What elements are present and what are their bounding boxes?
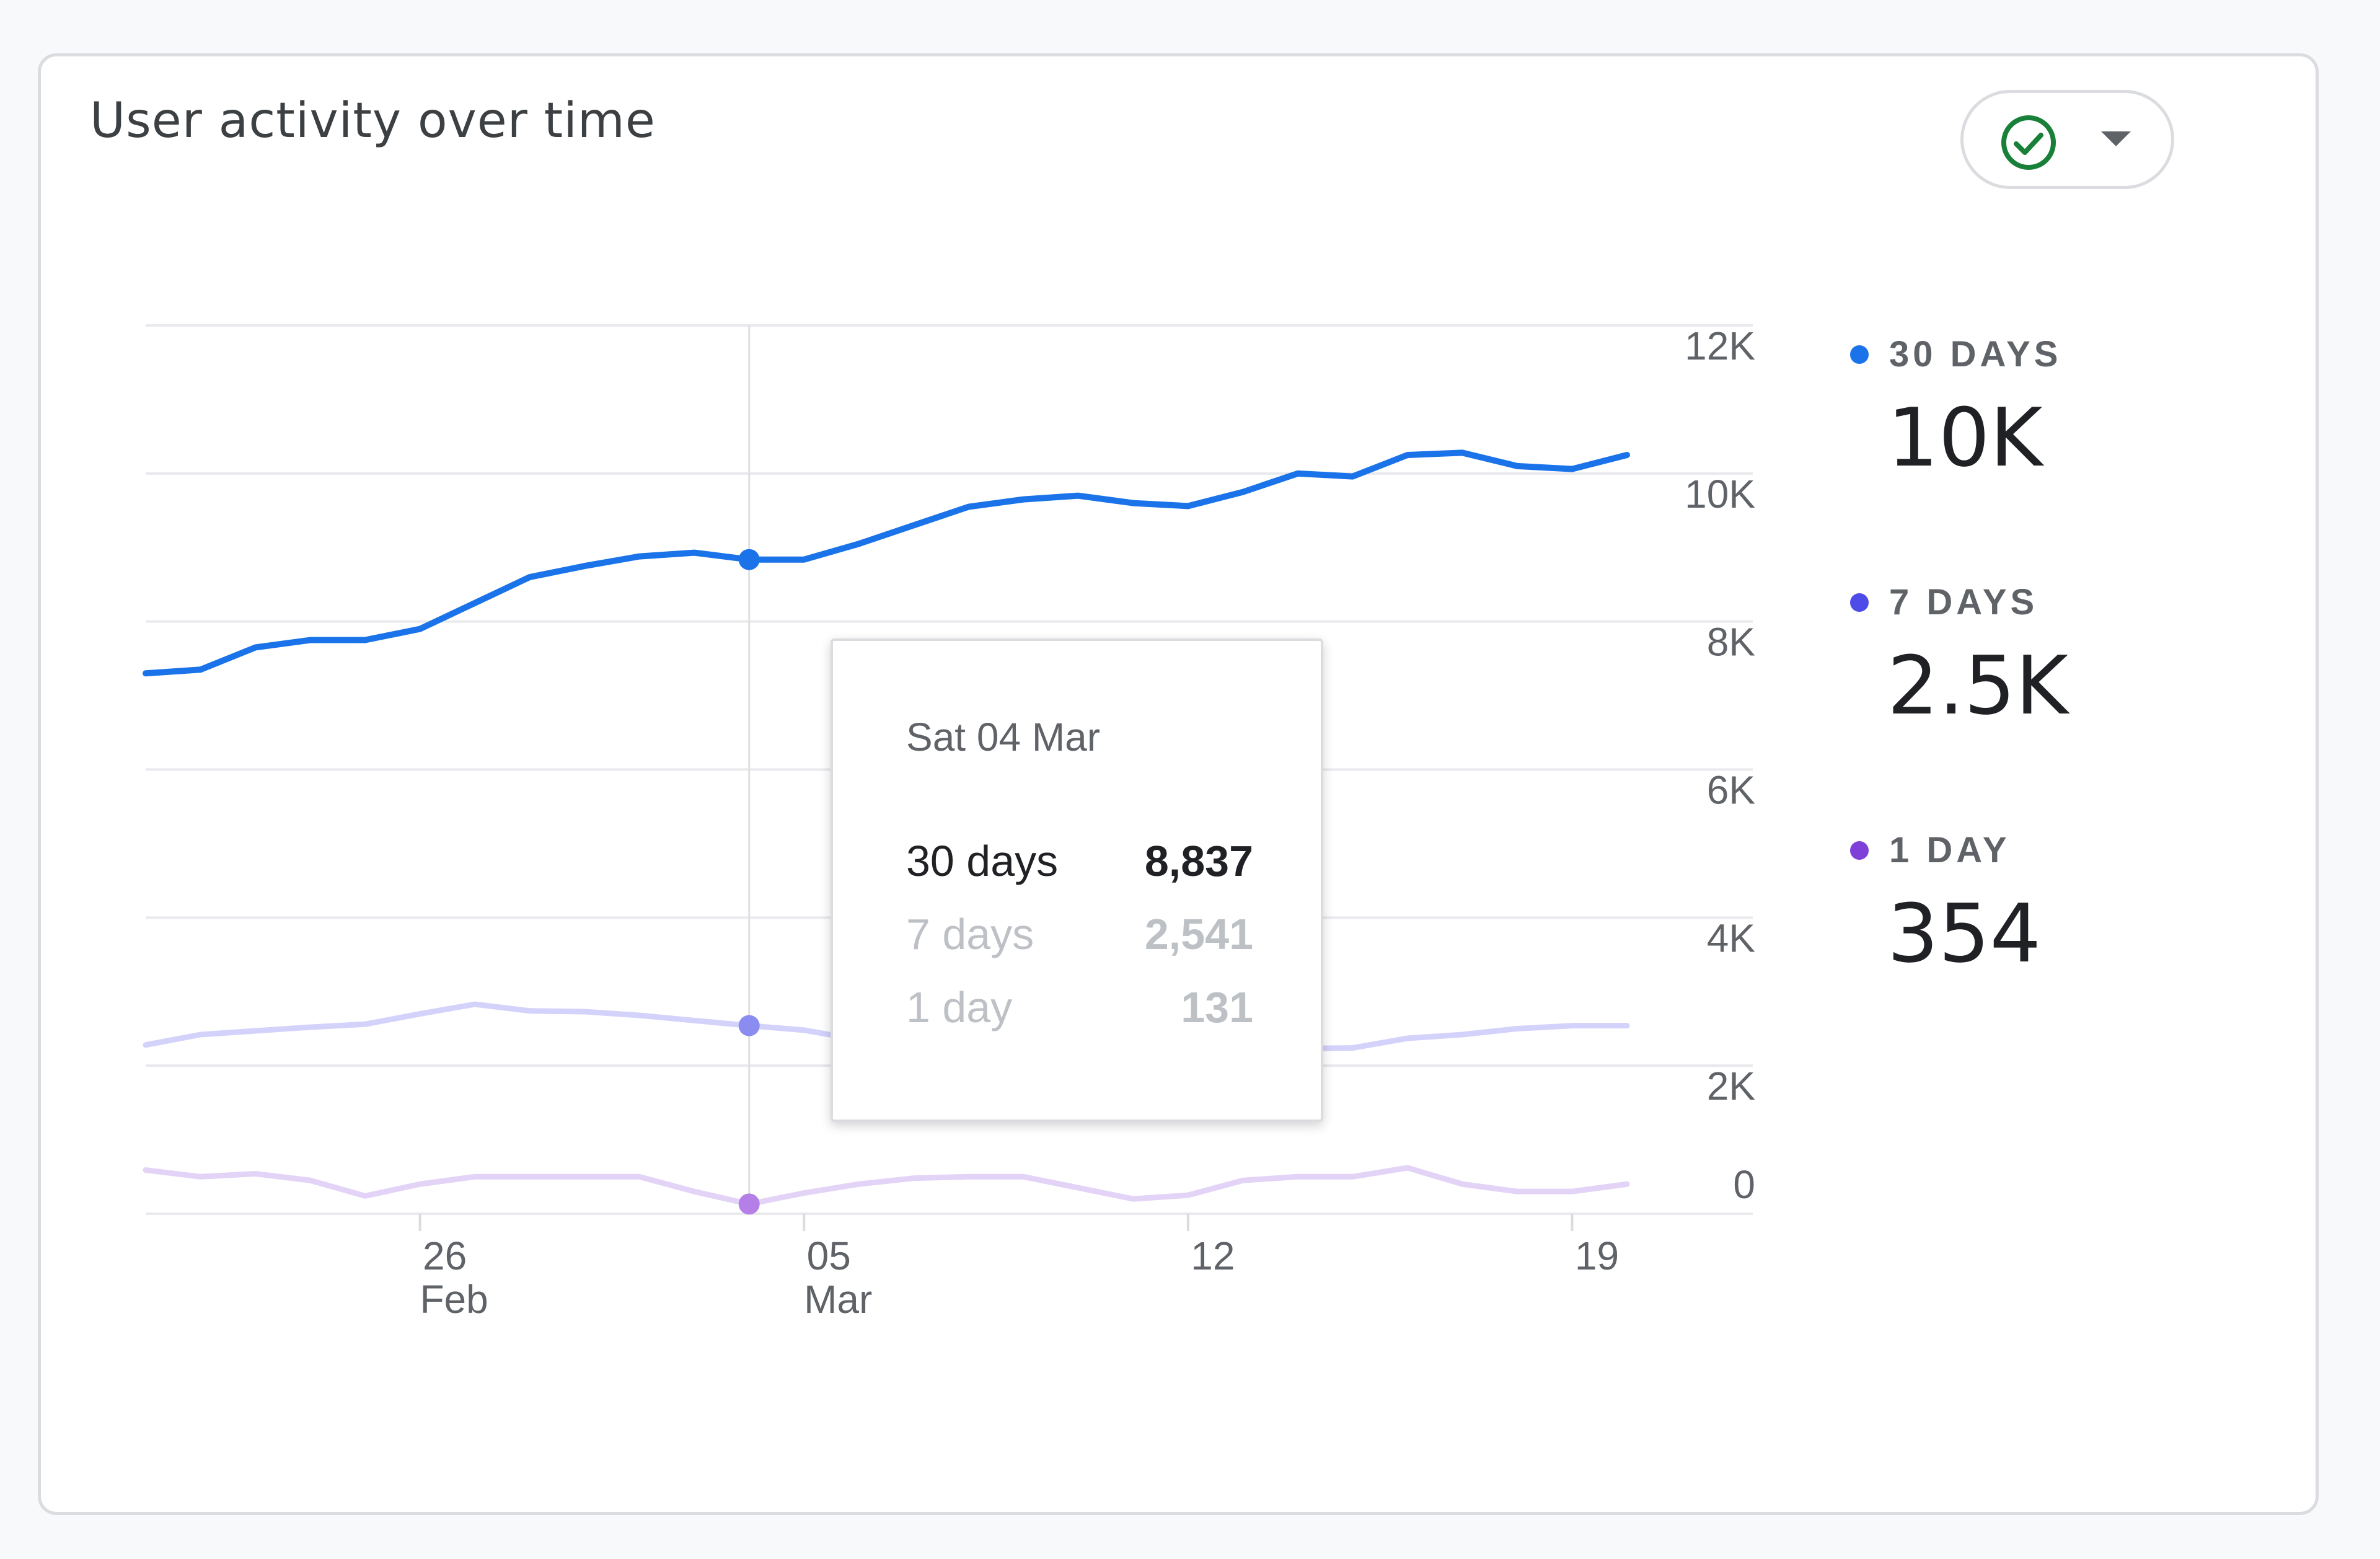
legend-label-7-days: 7 DAYS [1889,582,2038,622]
tooltip-label: 30 days [906,837,1059,885]
legend-value-1-day: 354 [1887,886,2042,981]
x-tick-label: 12 [1191,1234,1235,1278]
x-tick-label: 26 [423,1234,467,1278]
series-line-1-day [143,1165,1630,1207]
x-tick-label: 19 [1575,1234,1619,1278]
legend-value-7-days: 2.5K [1887,638,2068,733]
tooltip-value: 2,541 [1144,910,1253,958]
comparison-filter-button[interactable] [1960,90,2174,189]
y-tick-label: 12K [1685,324,1755,368]
y-tick-label: 6K [1707,768,1755,813]
y-tick-label: 0 [1733,1162,1755,1207]
highlight-point-1-day [738,1193,760,1215]
y-tick-label: 8K [1707,620,1755,665]
tooltip-date: Sat 04 Mar [906,715,1101,759]
arrow-drop-down-icon [2101,131,2131,146]
legend-label-1-day: 1 DAY [1889,830,2011,870]
check-circle-icon [2001,115,2056,170]
highlight-point-7-days [738,1015,760,1036]
card-title: User activity over time [90,93,656,149]
chart-tooltip: Sat 04 Mar 30 days 8,837 7 days 2,541 1 … [831,638,1323,1122]
highlight-point-30-days [738,549,760,570]
legend-dot-30-days [1850,345,1869,364]
tooltip-label: 1 day [906,983,1013,1031]
y-tick-label: 4K [1707,916,1755,960]
tooltip-label: 7 days [906,910,1034,958]
y-tick-label: 2K [1707,1064,1755,1108]
tooltip-value: 131 [1181,983,1253,1031]
tooltip-value: 8,837 [1144,837,1253,885]
legend-label-30-days: 30 DAYS [1889,334,2062,374]
x-tick-label: 05 [807,1234,851,1278]
legend-value-30-days: 10K [1887,391,2043,485]
series-line-30-days [143,449,1630,677]
legend-dot-7-days [1850,593,1869,612]
y-tick-label: 10K [1685,472,1755,516]
legend-dot-1-day [1850,841,1869,860]
x-tick-month-label: Feb [420,1277,488,1322]
x-tick-month-label: Mar [804,1277,872,1322]
